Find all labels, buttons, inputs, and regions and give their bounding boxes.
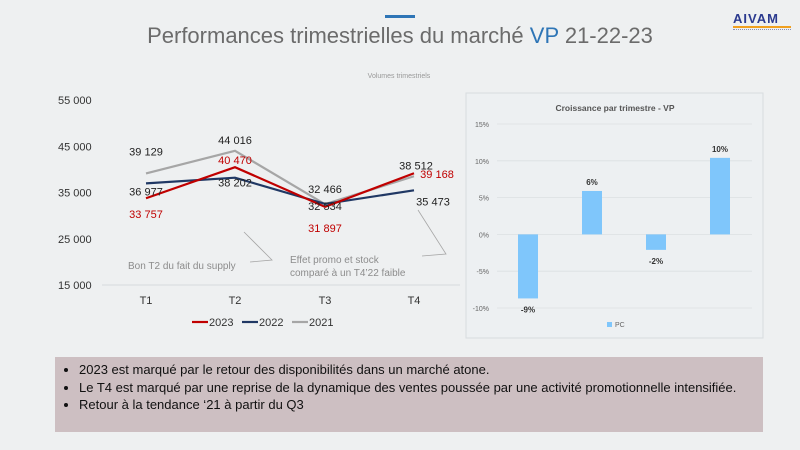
data-label: 38 202 — [218, 178, 252, 190]
callout-line — [417, 209, 447, 257]
legend-label: 2023 — [209, 317, 233, 329]
note-item: 2023 est marqué par le retour des dispon… — [79, 361, 753, 379]
data-label: 39 129 — [129, 146, 163, 158]
legend-label: 2021 — [309, 317, 333, 329]
bar-data-label: -2% — [649, 257, 663, 266]
data-label: 32 534 — [308, 201, 342, 213]
annotation-text: Bon T2 du fait du supply — [128, 261, 236, 272]
y-tick-label: 15 000 — [58, 280, 92, 292]
line-chart-title: Volumes trimestriels — [368, 73, 431, 80]
line-series-2023 — [145, 166, 415, 209]
data-label: 33 757 — [129, 209, 163, 221]
bar-T1 — [518, 234, 538, 299]
page-title: Performances trimestrielles du marché VP… — [0, 23, 800, 49]
bar-T3 — [646, 234, 666, 250]
x-tick-label: T2 — [229, 295, 242, 307]
note-item: Le T4 est marqué par une reprise de la d… — [79, 379, 753, 397]
note-item: Retour à la tendance ‘21 à partir du Q3 — [79, 396, 753, 414]
title-highlight: VP — [529, 23, 559, 48]
line-series-2022 — [145, 176, 415, 206]
data-label: 31 897 — [308, 223, 342, 235]
title-accent-bar — [385, 15, 415, 18]
x-tick-label: T4 — [408, 295, 421, 307]
y-tick-label: 45 000 — [58, 141, 92, 153]
annotation-text: Effet promo et stock — [290, 255, 380, 266]
y-tick-label: 15% — [475, 122, 489, 129]
data-label: 32 466 — [308, 184, 342, 196]
data-label: 35 473 — [416, 196, 450, 208]
data-label: 44 016 — [218, 135, 252, 147]
y-tick-label: 35 000 — [58, 188, 92, 200]
bar-data-label: 10% — [712, 145, 728, 154]
bar-data-label: -9% — [521, 305, 535, 314]
y-tick-label: 0% — [479, 232, 489, 239]
x-tick-label: T1 — [140, 295, 153, 307]
y-tick-label: -10% — [473, 306, 489, 313]
y-tick-label: 55 000 — [58, 95, 92, 107]
x-tick-label: T3 — [319, 295, 332, 307]
data-label: 38 512 — [399, 160, 433, 172]
legend-label: 2022 — [259, 317, 283, 329]
bar-data-label: 6% — [586, 178, 598, 187]
y-tick-label: 10% — [475, 159, 489, 166]
y-tick-label: 5% — [479, 196, 489, 203]
notes-box: 2023 est marqué par le retour des dispon… — [55, 357, 763, 432]
y-tick-label: 25 000 — [58, 234, 92, 246]
bar-T4 — [710, 157, 730, 235]
logo-text: AIVAM — [733, 11, 779, 26]
bar-chart-title: Croissance par trimestre - VP — [555, 103, 674, 113]
data-label: 40 470 — [218, 155, 252, 167]
callout-line — [243, 231, 273, 263]
bar-T2 — [582, 190, 602, 235]
title-suffix: 21-22-23 — [558, 23, 653, 48]
aivam-logo: AIVAM — [733, 12, 791, 33]
data-label: 36 977 — [129, 186, 163, 198]
legend-label: PC — [615, 322, 625, 329]
legend-swatch-PC — [607, 322, 612, 327]
y-tick-label: -5% — [477, 269, 489, 276]
data-label: 39 168 — [420, 169, 454, 181]
annotation-text: comparé à un T4’22 faible — [290, 268, 406, 279]
title-text: Performances trimestrielles du marché — [147, 23, 530, 48]
